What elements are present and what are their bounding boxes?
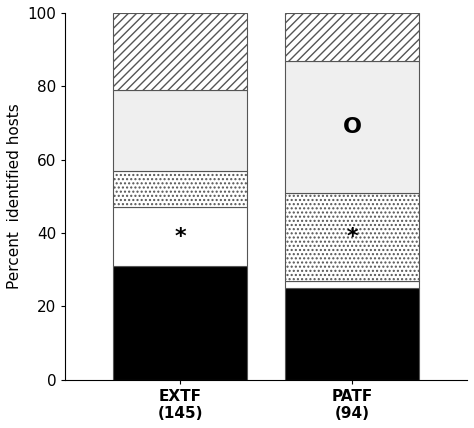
Bar [113,171,247,207]
Y-axis label: Percent  identified hosts: Percent identified hosts [7,104,22,289]
Bar [285,193,419,281]
Bar [285,288,419,380]
Text: O: O [343,116,362,137]
Text: *: * [174,226,186,247]
Bar [113,266,247,380]
Bar [113,207,247,266]
Bar [285,13,419,61]
Bar [113,13,247,90]
Bar [113,90,247,171]
Bar [285,281,419,288]
Bar [285,61,419,193]
Text: *: * [346,226,358,247]
